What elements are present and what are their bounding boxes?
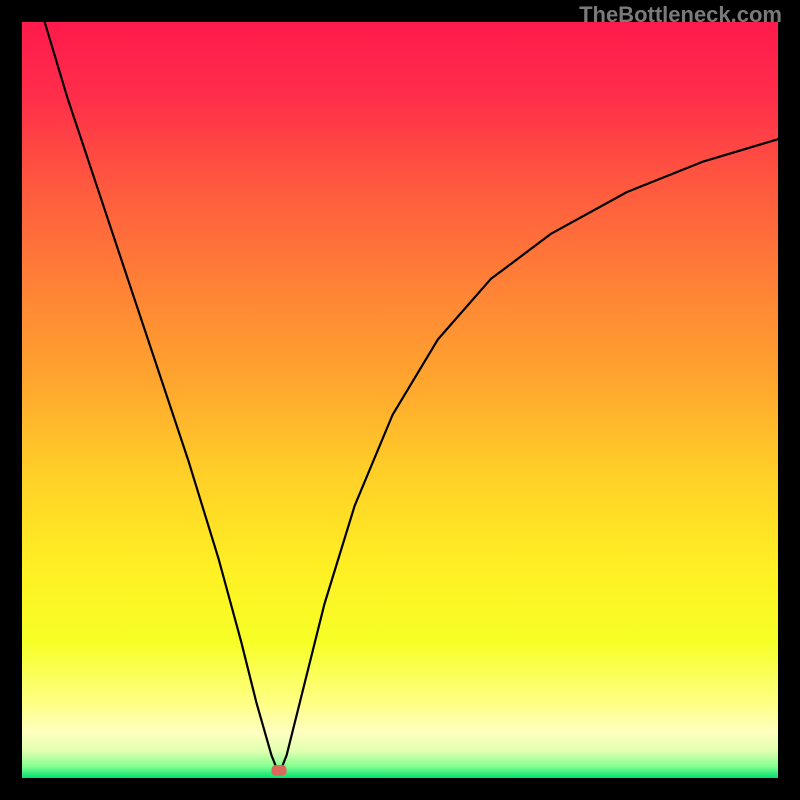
plot-area (22, 22, 778, 778)
optimal-marker (271, 765, 286, 776)
watermark-text: TheBottleneck.com (579, 2, 782, 28)
gradient-chart (22, 22, 778, 778)
chart-background (22, 22, 778, 778)
chart-frame: TheBottleneck.com (0, 0, 800, 800)
